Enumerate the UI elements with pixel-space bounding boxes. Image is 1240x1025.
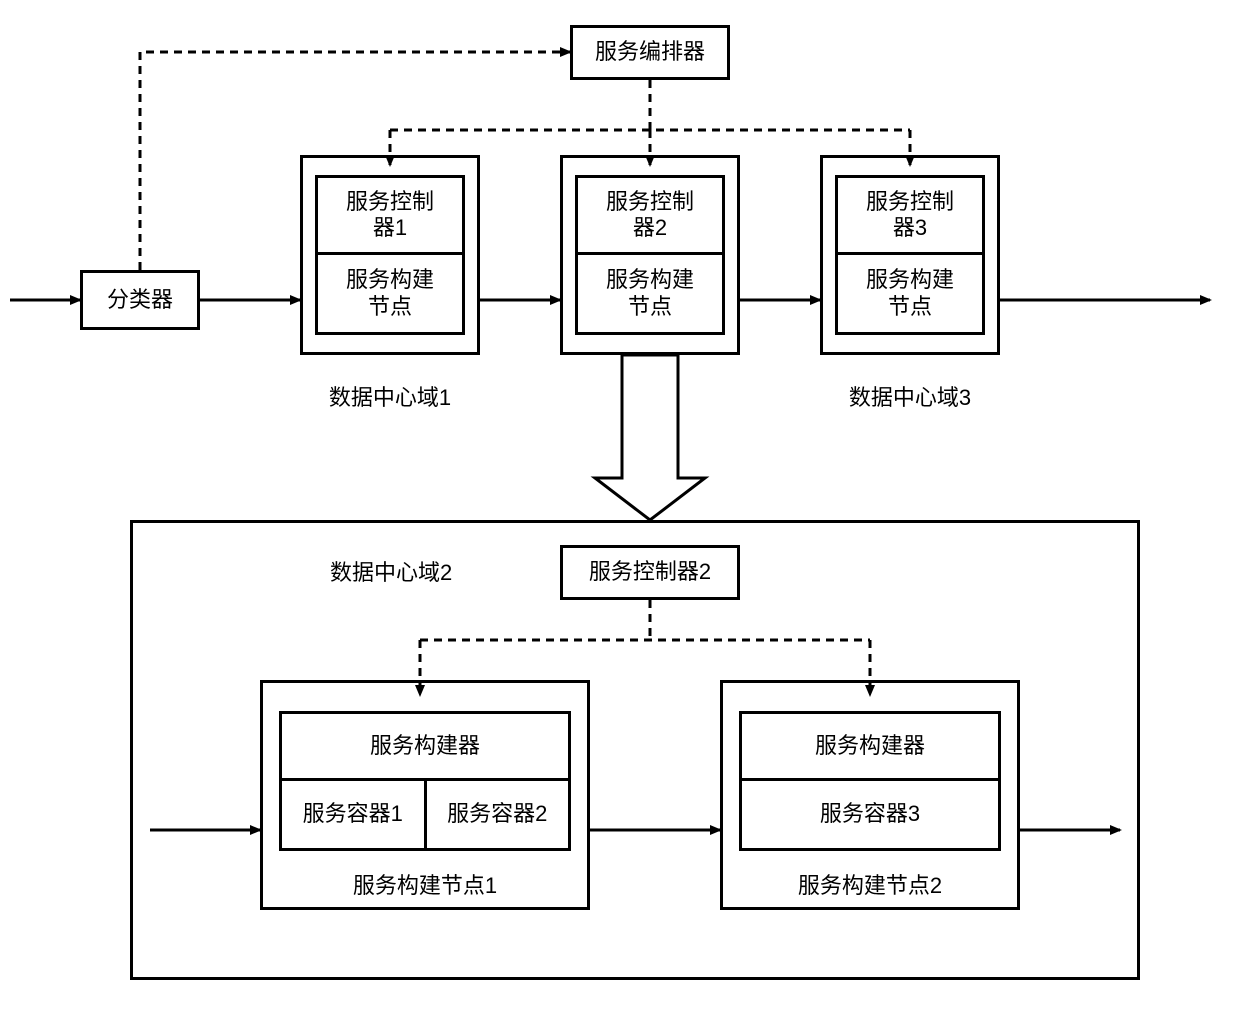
- builder-node-2-builder: 服务构建器: [739, 711, 1001, 781]
- builder-node-2-caption: 服务构建节点2: [723, 873, 1017, 899]
- domain2-controller-top: 服务控制 器2: [575, 175, 725, 255]
- domain3-outer: 服务控制 器3 服务构建 节点: [820, 155, 1000, 355]
- builder-node-1-outer: 服务构建器 服务容器1 服务容器2 服务构建节点1: [260, 680, 590, 910]
- domain2-detail-controller-label: 服务控制器2: [589, 559, 711, 585]
- domain2-detail-controller: 服务控制器2: [560, 545, 740, 600]
- domain1-builder-node: 服务构建 节点: [315, 255, 465, 335]
- domain1-caption: 数据中心域1: [300, 380, 480, 412]
- domain1-controller-label: 服务控制 器1: [346, 189, 434, 242]
- orchestrator-label: 服务编排器: [595, 39, 705, 65]
- domain3-controller: 服务控制 器3: [835, 175, 985, 255]
- domain3-builder-node: 服务构建 节点: [835, 255, 985, 335]
- container-1: 服务容器1: [279, 781, 427, 851]
- builder-node-2-containers: 服务容器3: [739, 781, 1001, 851]
- container-3: 服务容器3: [739, 781, 1001, 851]
- domain2-detail-caption: 数据中心域2: [330, 555, 452, 587]
- domain1-builder-label: 服务构建 节点: [346, 267, 434, 320]
- classifier-label: 分类器: [107, 287, 173, 313]
- orchestrator-box: 服务编排器: [570, 25, 730, 80]
- domain1-controller: 服务控制 器1: [315, 175, 465, 255]
- domain2-controller-top-label: 服务控制 器2: [606, 189, 694, 242]
- domain2-outer-top: 服务控制 器2 服务构建 节点: [560, 155, 740, 355]
- domain3-builder-label: 服务构建 节点: [866, 267, 954, 320]
- builder-node-2-outer: 服务构建器 服务容器3 服务构建节点2: [720, 680, 1020, 910]
- domain3-controller-label: 服务控制 器3: [866, 189, 954, 242]
- builder-node-1-caption: 服务构建节点1: [263, 873, 587, 899]
- domain2-builder-top-label: 服务构建 节点: [606, 267, 694, 320]
- container-2: 服务容器2: [427, 781, 572, 851]
- domain1-outer: 服务控制 器1 服务构建 节点: [300, 155, 480, 355]
- builder-node-1-containers: 服务容器1 服务容器2: [279, 781, 571, 851]
- builder-node-1-builder: 服务构建器: [279, 711, 571, 781]
- domain3-caption: 数据中心域3: [820, 380, 1000, 412]
- classifier-box: 分类器: [80, 270, 200, 330]
- domain2-builder-node-top: 服务构建 节点: [575, 255, 725, 335]
